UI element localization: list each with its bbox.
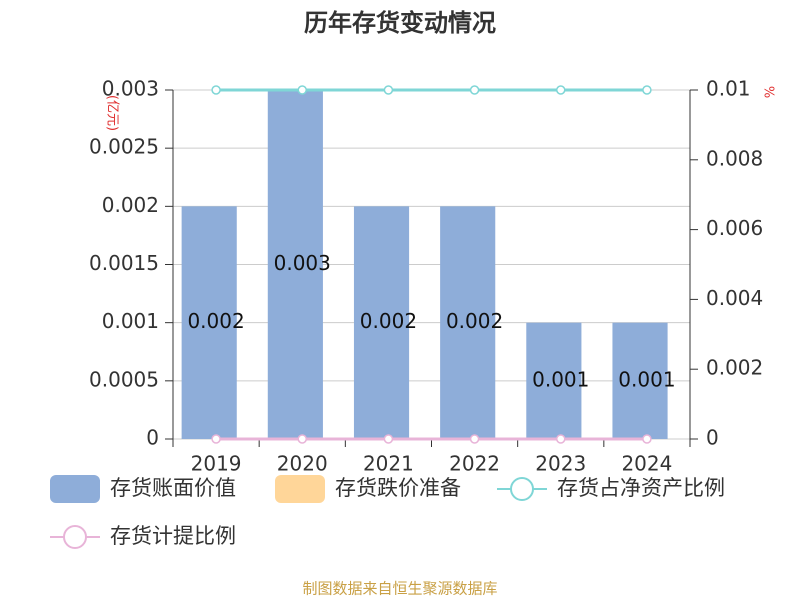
x-tick-label: 2023: [535, 452, 586, 476]
data-label: 0.002: [360, 309, 417, 333]
x-tick-label: 2021: [363, 452, 414, 476]
line-marker: [211, 434, 221, 444]
data-label: 0.003: [274, 251, 331, 275]
y-tick-label: 0.0025: [89, 135, 159, 159]
x-tick-label: 2024: [621, 452, 672, 476]
bar: [526, 322, 582, 439]
y-tick-label: 0.0015: [89, 251, 159, 275]
x-tick-label: 2020: [277, 452, 328, 476]
x-tick-label: 2022: [449, 452, 500, 476]
line-marker: [642, 434, 652, 444]
y-tick-label: 0.002: [102, 193, 159, 217]
line-marker: [383, 85, 394, 95]
bar: [612, 322, 668, 439]
legend-label: 存货账面价值: [110, 476, 236, 500]
bar: [440, 206, 496, 439]
y2-tick-label: 0.006: [706, 216, 763, 240]
x-tick-label: 2019: [191, 452, 242, 476]
y-tick-label: 0.0005: [89, 367, 159, 391]
y-tick-label: 0.001: [102, 309, 159, 333]
y2-axis-label: %: [761, 86, 776, 98]
legend-label: 存货跌价准备: [335, 476, 461, 500]
line-marker: [211, 85, 221, 95]
legend-label: 存货占净资产比例: [557, 476, 725, 500]
legend-label: 存货计提比例: [110, 524, 236, 548]
legend-swatch: [63, 525, 87, 549]
line-marker: [556, 85, 566, 95]
line-marker: [383, 434, 394, 444]
y-tick-label: 0: [146, 426, 159, 450]
line-marker: [469, 434, 480, 444]
legend-swatch: [50, 475, 100, 503]
line-marker: [469, 85, 480, 95]
source-note: 制图数据来自恒生聚源数据库: [302, 580, 497, 598]
y2-tick-label: 0: [706, 426, 719, 450]
data-label: 0.002: [187, 309, 244, 333]
line-marker: [642, 85, 652, 95]
line-marker: [297, 434, 307, 444]
line-marker: [297, 85, 307, 95]
data-label: 0.002: [446, 309, 503, 333]
y2-tick-label: 0.008: [706, 146, 763, 170]
bar: [353, 206, 410, 439]
y2-tick-label: 0.004: [706, 286, 763, 310]
data-label: 0.001: [618, 367, 675, 391]
legend-swatch: [510, 477, 534, 501]
y-axis-label: (亿元): [105, 95, 120, 131]
data-label: 0.001: [532, 367, 589, 391]
legend-swatch: [275, 475, 325, 503]
y-tick-label: 0.003: [102, 77, 159, 101]
bar: [181, 206, 237, 439]
chart-title: 历年存货变动情况: [304, 9, 496, 37]
bar: [267, 90, 323, 439]
y2-tick-label: 0.002: [706, 356, 763, 380]
y2-tick-label: 0.01: [706, 77, 751, 101]
line-marker: [556, 434, 566, 444]
